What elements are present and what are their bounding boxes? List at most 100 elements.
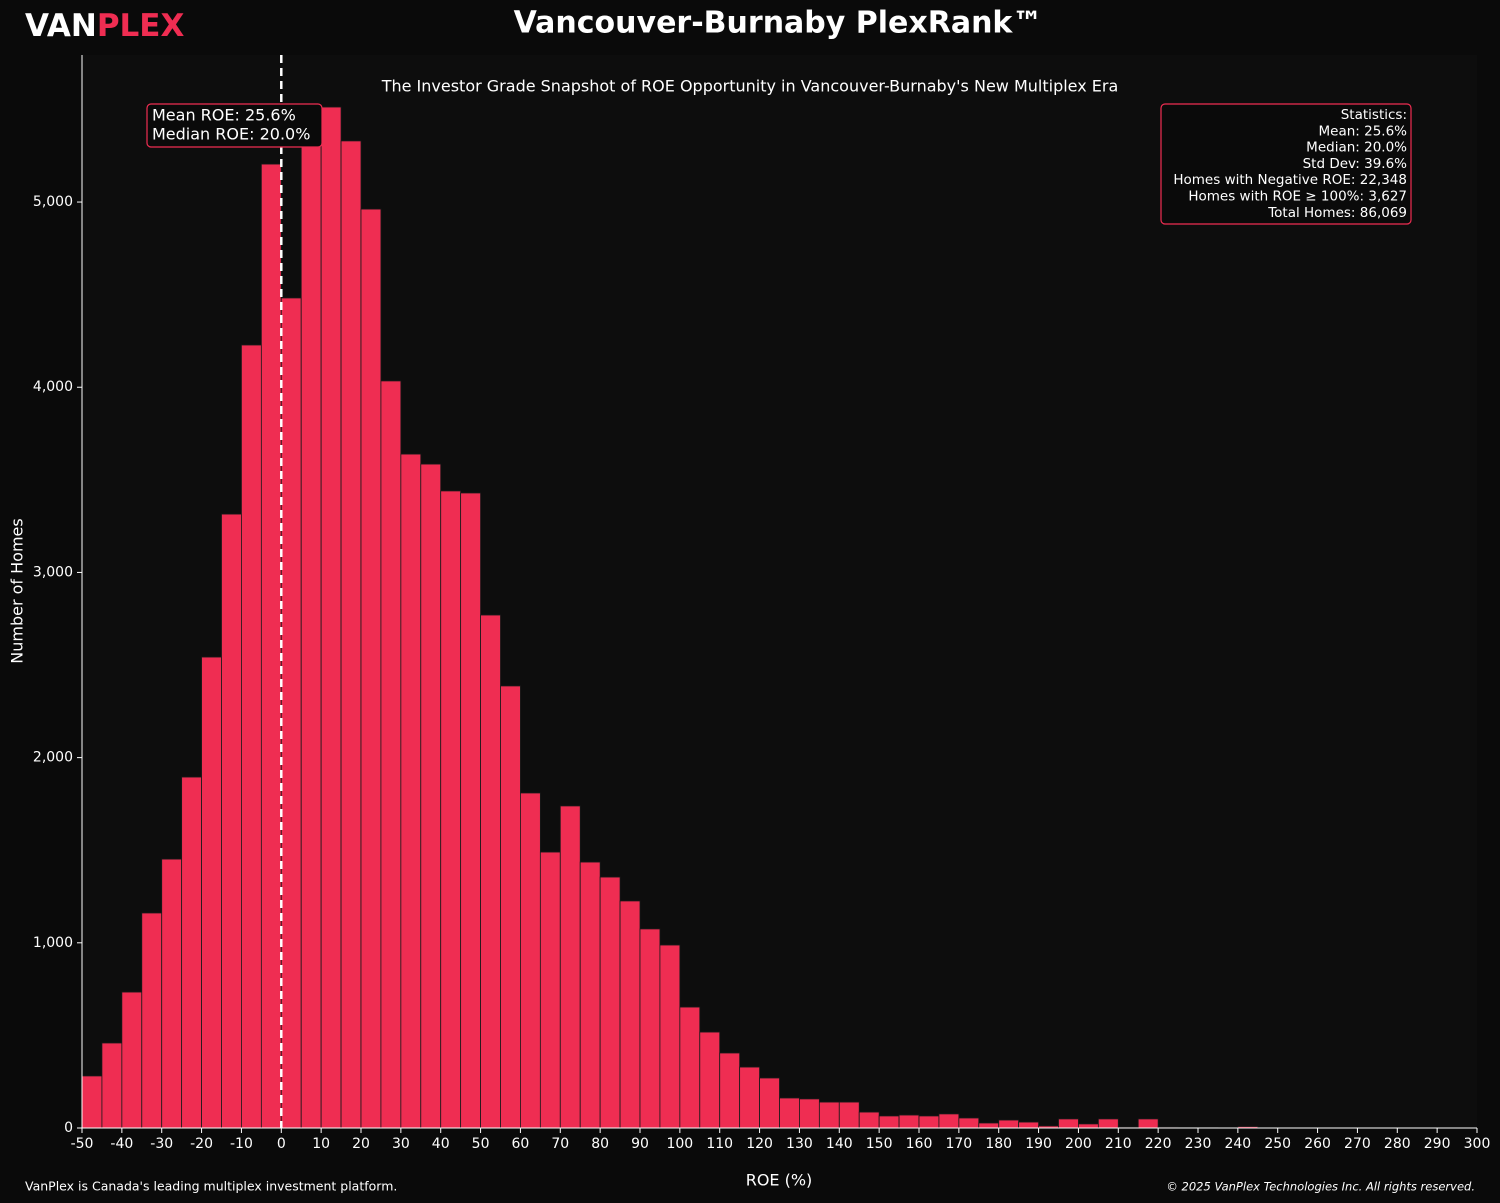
x-tick-label: 60	[512, 1136, 530, 1152]
bar	[101, 1042, 123, 1129]
x-tick-label: 200	[1065, 1136, 1092, 1152]
bar	[539, 851, 561, 1129]
x-tick-label: 210	[1105, 1136, 1132, 1152]
x-tick-label: 270	[1344, 1136, 1371, 1152]
y-tick-label: 2,000	[33, 750, 73, 766]
bar	[1137, 1118, 1159, 1129]
bar	[1018, 1121, 1039, 1129]
bar	[799, 1098, 820, 1129]
y-tick-label: 5,000	[33, 194, 73, 210]
bar	[918, 1115, 940, 1129]
bar	[201, 656, 222, 1129]
x-tick-label: 250	[1264, 1136, 1291, 1152]
bar	[759, 1077, 780, 1129]
stats-text: Median: 20.0%	[1306, 140, 1407, 156]
x-tick-label: 150	[866, 1136, 893, 1152]
bar	[520, 792, 541, 1129]
x-tick-label: 140	[826, 1136, 853, 1152]
x-tick-label: 160	[906, 1136, 933, 1152]
bar	[978, 1122, 1000, 1129]
bar	[181, 776, 202, 1129]
bar	[958, 1117, 980, 1129]
bar	[719, 1052, 741, 1129]
bar	[360, 208, 382, 1129]
overlay: Mean ROE: 25.6%Median ROE: 20.0% Statisti…	[146, 55, 1412, 1128]
stats-text: Homes with ROE ≥ 100%: 3,627	[1188, 189, 1407, 205]
bar	[260, 163, 282, 1129]
annotation-box	[146, 103, 323, 148]
x-tick-label: 80	[591, 1136, 609, 1152]
y-tick-label: 0	[64, 1120, 73, 1136]
x-tick-label: 70	[551, 1136, 569, 1152]
x-tick-label: 0	[277, 1136, 286, 1152]
bar	[1058, 1118, 1079, 1129]
brand-logo: VANPLEX	[25, 8, 184, 44]
bar	[998, 1119, 1020, 1129]
bar	[241, 344, 262, 1129]
bar	[300, 136, 322, 1129]
bar	[818, 1101, 840, 1129]
x-tick-label: 130	[786, 1136, 813, 1152]
bar	[500, 685, 521, 1129]
x-tick-label: 230	[1185, 1136, 1212, 1152]
footer-right: © 2025 VanPlex Technologies Inc. All rig…	[1166, 1180, 1475, 1194]
x-tick-label: 100	[666, 1136, 693, 1152]
x-tick-label: 240	[1224, 1136, 1251, 1152]
bar	[639, 928, 661, 1129]
bar	[121, 991, 143, 1129]
x-tick-label: 220	[1145, 1136, 1172, 1152]
brand-part: VAN	[25, 8, 97, 44]
bar	[599, 876, 621, 1129]
stats-box	[1160, 103, 1412, 225]
bar	[878, 1115, 900, 1129]
x-tick-label: -50	[71, 1136, 94, 1152]
x-tick-label: 290	[1424, 1136, 1451, 1152]
annotation-text: Median ROE: 20.0%	[152, 125, 310, 144]
bar	[340, 140, 362, 1129]
x-tick-label: 30	[392, 1136, 410, 1152]
stats-text: Std Dev: 39.6%	[1303, 156, 1408, 172]
bar	[221, 513, 242, 1129]
stats-text: Homes with Negative ROE: 22,348	[1173, 172, 1407, 188]
bar	[559, 805, 581, 1129]
bar	[699, 1031, 721, 1129]
bar	[460, 492, 481, 1129]
annotation-text: Mean ROE: 25.6%	[152, 106, 296, 125]
x-tick-label: 180	[985, 1136, 1012, 1152]
bar	[141, 912, 163, 1129]
bar	[898, 1114, 920, 1129]
stats-text: Mean: 25.6%	[1318, 123, 1407, 139]
bar	[400, 453, 422, 1129]
x-tick-label: 280	[1384, 1136, 1411, 1152]
x-axis-label: ROE (%)	[746, 1171, 813, 1190]
x-tick-label: 300	[1464, 1136, 1491, 1152]
bar	[161, 858, 183, 1129]
bar	[440, 490, 462, 1129]
x-tick-label: -10	[230, 1136, 253, 1152]
chart-subtitle: The Investor Grade Snapshot of ROE Oppor…	[381, 77, 1119, 96]
bar	[380, 380, 402, 1129]
y-tick-label: 4,000	[33, 379, 73, 395]
bar	[420, 463, 442, 1129]
brand-part: PLEX	[97, 8, 185, 44]
bar	[320, 106, 342, 1129]
y-tick-label: 1,000	[33, 935, 73, 951]
bar	[779, 1097, 800, 1129]
bar	[739, 1066, 760, 1129]
bar	[679, 1006, 701, 1129]
x-tick-label: 170	[945, 1136, 972, 1152]
bar	[1097, 1118, 1119, 1129]
x-tick-label: 90	[631, 1136, 649, 1152]
x-tick-label: 20	[352, 1136, 370, 1152]
x-tick-label: 120	[746, 1136, 773, 1152]
bar	[579, 861, 601, 1129]
bar	[480, 614, 501, 1129]
bar	[81, 1075, 103, 1129]
y-tick-label: 3,000	[33, 564, 73, 580]
x-tick-label: 10	[312, 1136, 330, 1152]
x-tick-label: 40	[432, 1136, 450, 1152]
footer-left: VanPlex is Canada's leading multiplex in…	[25, 1179, 397, 1194]
x-tick-label: -20	[190, 1136, 213, 1152]
